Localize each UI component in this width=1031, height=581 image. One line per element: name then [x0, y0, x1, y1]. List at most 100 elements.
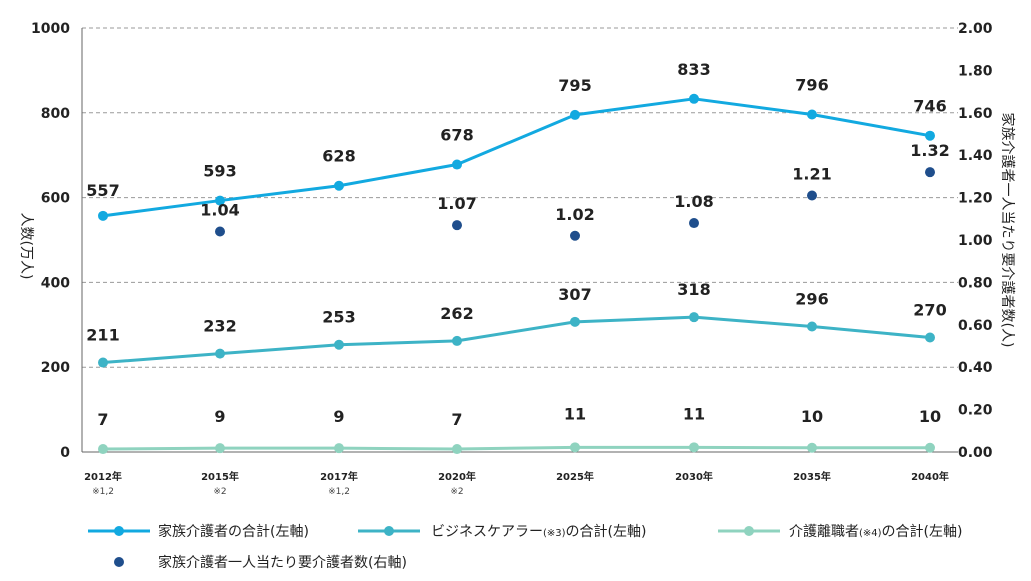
- ratio-dot: [807, 190, 817, 201]
- x-tick-label: 2030年: [675, 470, 713, 483]
- ratio-dot: [570, 230, 580, 241]
- data-point: [807, 321, 817, 332]
- legend-label-note: (※4): [859, 528, 882, 539]
- data-label: 307: [558, 285, 591, 304]
- legend-label-note: (※3): [543, 528, 566, 539]
- data-point: [570, 316, 580, 327]
- data-label: 7: [451, 410, 462, 429]
- legend-label: 介護離職者(※4)の合計(左軸): [789, 523, 962, 540]
- data-point: [452, 444, 462, 455]
- data-label: 11: [564, 404, 586, 423]
- data-labels: 557 593 628 678 795 833 796 746 211 232 253 262 307 3…: [86, 60, 949, 429]
- data-point: [215, 195, 225, 206]
- data-label: 10: [919, 407, 941, 426]
- left-tick-label: 0: [60, 445, 70, 461]
- ratio-label: 1.07: [437, 194, 476, 213]
- data-label: 593: [203, 162, 236, 181]
- legend-item-family-caregivers: 家族介護者の合計(左軸): [88, 523, 309, 540]
- x-tick-note: ※1,2: [328, 487, 350, 497]
- ratio-dot: [452, 220, 462, 231]
- data-point: [689, 312, 699, 323]
- series-line-1: [102, 315, 931, 365]
- left-tick-label: 400: [41, 275, 70, 291]
- data-point: [452, 159, 462, 170]
- data-label: 7: [97, 410, 108, 429]
- data-label: 746: [913, 97, 946, 116]
- ratio-label: 1.21: [792, 164, 831, 183]
- data-label: 796: [795, 75, 828, 94]
- data-label: 211: [86, 326, 119, 345]
- data-point: [215, 348, 225, 359]
- data-point: [689, 93, 699, 104]
- data-point: [925, 442, 935, 453]
- x-tick-label: 2020年: [438, 470, 476, 483]
- data-point: [98, 210, 108, 221]
- legend-swatch-dot: [384, 526, 394, 536]
- x-tick-label: 2017年: [320, 470, 358, 483]
- x-tick-label: 2015年: [201, 470, 239, 483]
- data-label: 678: [440, 126, 473, 145]
- data-point: [925, 332, 935, 343]
- right-tick-label: 0.60: [958, 318, 993, 334]
- legend-label-part: 介護離職者: [789, 523, 859, 540]
- x-tick-label: 2025年: [556, 470, 594, 483]
- legend-item-care-resignations: 介護離職者(※4)の合計(左軸): [718, 523, 962, 540]
- right-tick-label: 0.00: [958, 445, 993, 461]
- data-point: [334, 180, 344, 191]
- data-label: 232: [203, 317, 236, 336]
- x-axis-ticks: 2012年 ※1,2 2015年 ※2 2017年 ※1,2 2020年 ※2 2025年 203…: [84, 470, 949, 497]
- legend-label: 家族介護者の合計(左軸): [158, 523, 309, 540]
- data-label: 9: [214, 407, 225, 426]
- right-tick-label: 2.00: [958, 21, 993, 37]
- right-tick-label: 1.00: [958, 233, 993, 249]
- data-point: [570, 109, 580, 120]
- right-tick-label: 1.20: [958, 191, 993, 207]
- left-axis-title: 人数(万人): [18, 213, 34, 280]
- series-line-2: [102, 445, 930, 451]
- left-axis-ticks: 0 200 400 600 800 1000: [31, 21, 70, 461]
- right-axis-title: 家族介護者一人当たり要介護者数(人): [999, 113, 1016, 348]
- x-tick-label: 2012年: [84, 470, 122, 483]
- data-point: [334, 443, 344, 454]
- data-label: 253: [322, 308, 355, 327]
- data-label: 318: [677, 280, 710, 299]
- data-point: [215, 443, 225, 454]
- data-point: [334, 339, 344, 350]
- right-tick-label: 1.40: [958, 148, 993, 164]
- data-label: 296: [795, 289, 828, 308]
- legend-item-business-carers: ビジネスケアラー(※3)の合計(左軸): [358, 524, 646, 540]
- x-tick-note: ※1,2: [92, 487, 114, 497]
- legend-swatch-dot: [114, 557, 124, 567]
- legend-label: ビジネスケアラー(※3)の合計(左軸): [431, 524, 646, 540]
- data-point: [689, 442, 699, 453]
- data-label: 9: [333, 407, 344, 426]
- data-label: 795: [558, 76, 591, 95]
- legend: 家族介護者の合計(左軸) ビジネスケアラー(※3)の合計(左軸) 介護離職者(※…: [88, 523, 962, 571]
- data-label: 833: [677, 60, 710, 79]
- ratio-label: 1.02: [555, 205, 594, 224]
- left-tick-label: 600: [41, 191, 70, 207]
- left-tick-label: 1000: [31, 21, 70, 37]
- legend-item-per-caregiver-ratio: 家族介護者一人当たり要介護者数(右軸): [114, 554, 407, 571]
- data-label: 10: [801, 407, 823, 426]
- left-tick-label: 200: [41, 360, 70, 376]
- x-tick-note: ※2: [213, 487, 226, 497]
- right-tick-label: 1.60: [958, 106, 993, 122]
- series-layer: [98, 93, 935, 455]
- data-label: 11: [683, 404, 705, 423]
- data-point: [807, 442, 817, 453]
- data-point: [98, 357, 108, 368]
- x-tick-label: 2040年: [911, 470, 949, 483]
- data-point: [925, 130, 935, 141]
- data-point: [570, 442, 580, 453]
- x-tick-label: 2035年: [793, 470, 831, 483]
- ratio-dot: [689, 218, 699, 229]
- legend-label-part: の合計(左軸): [566, 524, 647, 540]
- data-point: [807, 109, 817, 120]
- left-tick-label: 800: [41, 106, 70, 122]
- right-tick-label: 1.80: [958, 63, 993, 79]
- data-point: [452, 335, 462, 346]
- legend-swatch-dot: [744, 526, 754, 536]
- ratio-dot: [215, 226, 225, 237]
